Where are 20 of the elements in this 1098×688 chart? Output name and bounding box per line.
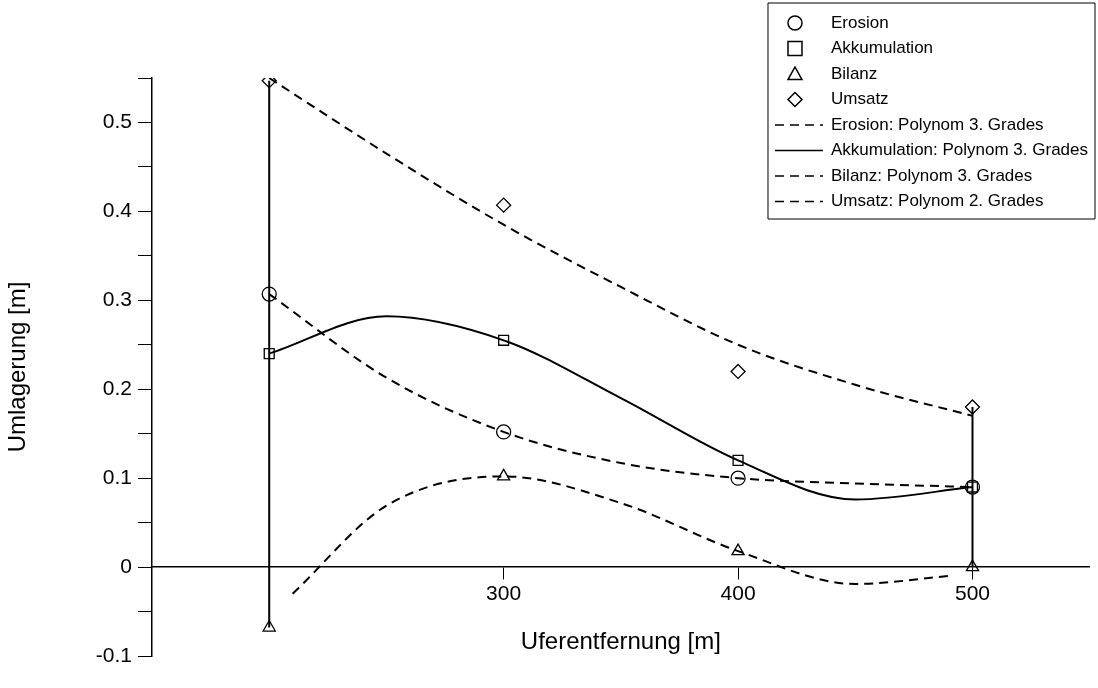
y-tick-label: -0.1 [95, 642, 132, 666]
x-axis-title: Uferentfernung [m] [520, 626, 721, 654]
y-tick-label: 0.2 [102, 376, 132, 400]
y-tick-label: 0 [120, 553, 132, 577]
y-tick-label: 0.5 [102, 109, 132, 133]
y-axis-title: Umlagerung [m] [3, 281, 31, 453]
y-tick-label: 0.3 [102, 287, 132, 311]
legend-label: Umsatz: Polynom 2. Grades [830, 191, 1044, 211]
y-tick-label: 0.4 [102, 198, 133, 222]
legend-label: Bilanz: Polynom 3. Grades [830, 165, 1033, 185]
legend-label: Akkumulation [830, 38, 934, 58]
legend-label: Akkumulation: Polynom 3. Grades [830, 140, 1089, 160]
legend-label: Erosion: Polynom 3. Grades [830, 114, 1044, 134]
x-tick-label: 300 [486, 581, 522, 605]
y-tick-label: 0.1 [102, 464, 132, 488]
x-tick-label: 500 [954, 581, 991, 605]
legend-label: Erosion [830, 12, 889, 32]
legend-label: Bilanz [830, 63, 878, 83]
legend-label: Umsatz [830, 89, 889, 109]
x-tick-label: 400 [720, 581, 756, 605]
